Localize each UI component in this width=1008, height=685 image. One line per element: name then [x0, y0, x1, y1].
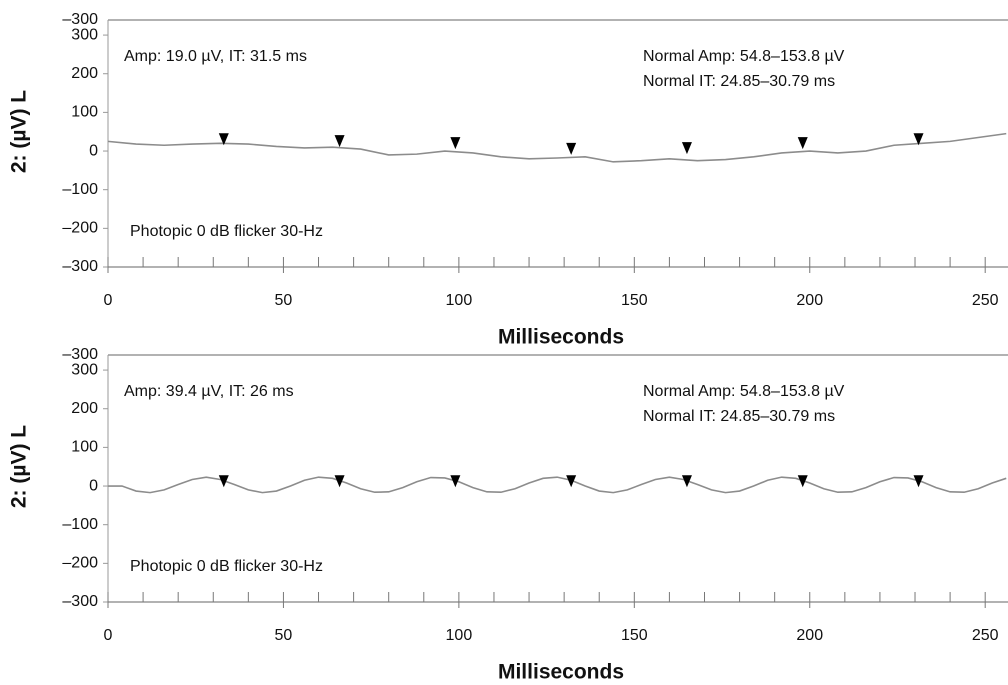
x-tick-label: 0	[104, 292, 113, 309]
x-axis-title: Milliseconds	[498, 661, 624, 684]
y-tick-label: 0	[89, 142, 98, 159]
marker	[450, 475, 461, 488]
x-tick-label: 200	[796, 292, 823, 309]
annotation: Photopic 0 dB flicker 30-Hz	[130, 223, 323, 240]
y-tick-label: 300	[71, 26, 98, 43]
x-tick-label: 50	[275, 627, 293, 644]
x-tick-label: 150	[621, 292, 648, 309]
y-axis-title: 2: (µV) L	[8, 425, 31, 508]
x-tick-label: 250	[972, 292, 999, 309]
y-tick-label: –300	[62, 593, 98, 610]
y-tick-label: 0	[89, 477, 98, 494]
annotation: Amp: 19.0 µV, IT: 31.5 ms	[124, 48, 307, 65]
y-tick-label: –300	[62, 258, 98, 275]
x-tick-label: 200	[796, 627, 823, 644]
y-tick-label: 100	[71, 439, 98, 456]
x-tick-label: 150	[621, 627, 648, 644]
y-tick-label: 200	[71, 65, 98, 82]
y-top-label: –300	[62, 346, 98, 363]
y-tick-label: 100	[71, 104, 98, 121]
y-tick-label: –200	[62, 220, 98, 237]
y-tick-label: –100	[62, 516, 98, 533]
marker	[797, 137, 808, 150]
marker	[913, 475, 924, 488]
marker	[566, 142, 577, 155]
x-axis-title: Milliseconds	[498, 326, 624, 349]
marker	[334, 475, 345, 488]
marker	[334, 135, 345, 148]
annotation: Normal IT: 24.85–30.79 ms	[643, 73, 835, 90]
marker	[566, 475, 577, 488]
marker	[797, 475, 808, 488]
annotation: Photopic 0 dB flicker 30-Hz	[130, 558, 323, 575]
marker	[218, 475, 229, 488]
y-axis-title: 2: (µV) L	[8, 90, 31, 173]
x-tick-label: 100	[446, 292, 473, 309]
y-tick-label: –100	[62, 181, 98, 198]
marker	[681, 142, 692, 155]
y-tick-label: 300	[71, 361, 98, 378]
y-top-label: –300	[62, 11, 98, 28]
y-tick-label: –200	[62, 555, 98, 572]
x-tick-label: 0	[104, 627, 113, 644]
trace	[107, 132, 1007, 163]
annotation: Amp: 39.4 µV, IT: 26 ms	[124, 383, 294, 400]
marker	[218, 133, 229, 146]
annotation: Normal IT: 24.85–30.79 ms	[643, 408, 835, 425]
y-tick-label: 200	[71, 400, 98, 417]
x-tick-label: 100	[446, 627, 473, 644]
marker	[913, 133, 924, 146]
annotation: Normal Amp: 54.8–153.8 µV	[643, 48, 845, 65]
x-tick-label: 250	[972, 627, 999, 644]
annotation: Normal Amp: 54.8–153.8 µV	[643, 383, 845, 400]
marker	[681, 475, 692, 488]
marker	[450, 137, 461, 150]
x-tick-label: 50	[275, 292, 293, 309]
trace	[108, 476, 1007, 494]
